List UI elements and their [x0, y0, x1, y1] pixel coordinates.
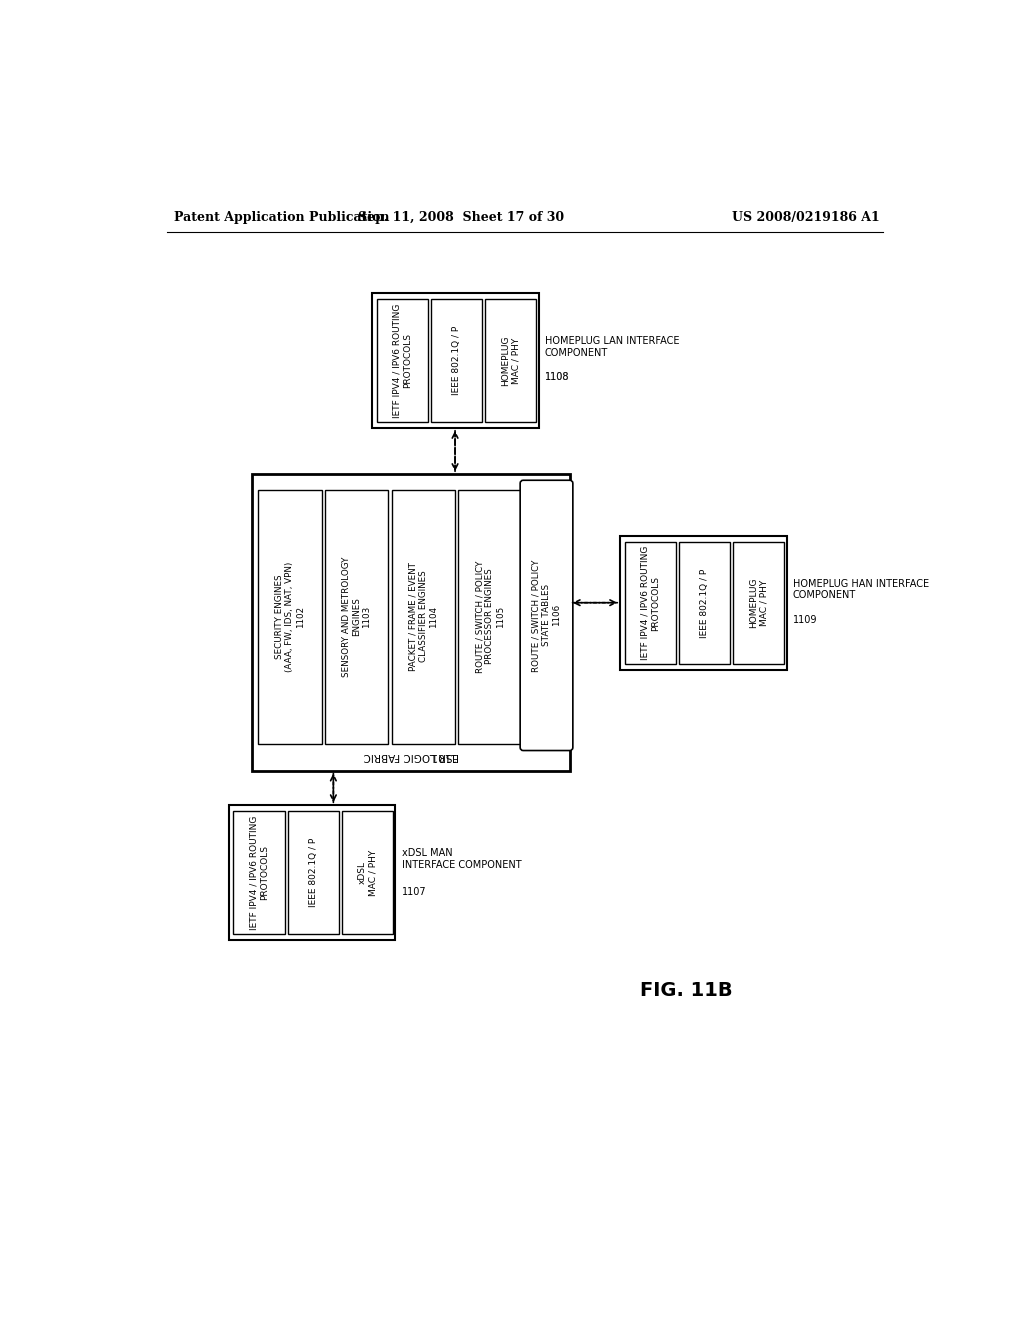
FancyBboxPatch shape: [520, 480, 572, 751]
Text: IETF IPV4 / IPV6 ROUTING
PROTOCOLS: IETF IPV4 / IPV6 ROUTING PROTOCOLS: [641, 546, 660, 660]
Text: 1108: 1108: [545, 372, 569, 383]
Text: 1109: 1109: [793, 615, 817, 624]
Bar: [458, 490, 521, 743]
Text: HOMEPLUG
MAC / PHY: HOMEPLUG MAC / PHY: [750, 578, 769, 628]
Text: IEEE 802.1Q / P: IEEE 802.1Q / P: [700, 569, 709, 638]
Bar: [258, 490, 322, 743]
Text: US 2008/0219186 A1: US 2008/0219186 A1: [732, 211, 880, 224]
Text: IEEE 802.1Q / P: IEEE 802.1Q / P: [453, 326, 461, 395]
Text: ROUTE / SWITCH / POLICY
STATE TABLES
1106: ROUTE / SWITCH / POLICY STATE TABLES 110…: [531, 560, 561, 672]
Bar: [288, 812, 339, 933]
Bar: [625, 543, 676, 664]
Bar: [252, 474, 569, 771]
Text: PACKET / FRAME / EVENT
CLASSIFIER ENGINES
1104: PACKET / FRAME / EVENT CLASSIFIER ENGINE…: [409, 562, 438, 671]
Text: IETF IPV4 / IPV6 ROUTING
PROTOCOLS: IETF IPV4 / IPV6 ROUTING PROTOCOLS: [249, 816, 268, 929]
Text: xDSL MAN
INTERFACE COMPONENT: xDSL MAN INTERFACE COMPONENT: [401, 849, 521, 882]
Text: IETF IPV4 / IPV6 ROUTING
PROTOCOLS: IETF IPV4 / IPV6 ROUTING PROTOCOLS: [392, 304, 412, 417]
Text: xDSL
MAC / PHY: xDSL MAC / PHY: [357, 850, 377, 896]
Bar: [377, 300, 428, 422]
Text: FIG. 11B: FIG. 11B: [640, 981, 732, 999]
Text: Sep. 11, 2008  Sheet 17 of 30: Sep. 11, 2008 Sheet 17 of 30: [358, 211, 564, 224]
Text: 1108: 1108: [545, 372, 569, 383]
Text: Patent Application Publication: Patent Application Publication: [174, 211, 390, 224]
Text: 1101: 1101: [429, 751, 455, 762]
Bar: [325, 490, 388, 743]
Bar: [228, 805, 395, 940]
Text: HOMEPLUG
MAC / PHY: HOMEPLUG MAC / PHY: [501, 335, 520, 385]
Bar: [431, 300, 482, 422]
Bar: [733, 543, 784, 664]
Bar: [233, 812, 285, 933]
Bar: [621, 536, 786, 671]
Text: HOMEPLUG LAN INTERFACE
COMPONENT: HOMEPLUG LAN INTERFACE COMPONENT: [545, 337, 680, 370]
Bar: [342, 812, 393, 933]
Text: 1107: 1107: [401, 887, 426, 896]
Text: SENSORY AND METROLOGY
ENGINES
1103: SENSORY AND METROLOGY ENGINES 1103: [342, 556, 372, 677]
Bar: [372, 293, 539, 428]
Text: IEEE 802.1Q / P: IEEE 802.1Q / P: [308, 838, 317, 907]
Text: SECURITY ENGINES
(AAA, FW, IDS, NAT, VPN)
1102: SECURITY ENGINES (AAA, FW, IDS, NAT, VPN…: [275, 561, 305, 672]
Text: ESR LOGIC FABRIC: ESR LOGIC FABRIC: [364, 751, 459, 762]
Text: HOMEPLUG HAN INTERFACE
COMPONENT: HOMEPLUG HAN INTERFACE COMPONENT: [793, 578, 929, 612]
Bar: [485, 300, 537, 422]
Text: 1108: 1108: [545, 372, 569, 383]
Bar: [679, 543, 730, 664]
Text: 1108: 1108: [545, 372, 569, 383]
Bar: [391, 490, 455, 743]
Text: ROUTE / SWITCH / POLICY
PROCESSOR ENGINES
1105: ROUTE / SWITCH / POLICY PROCESSOR ENGINE…: [475, 560, 505, 673]
